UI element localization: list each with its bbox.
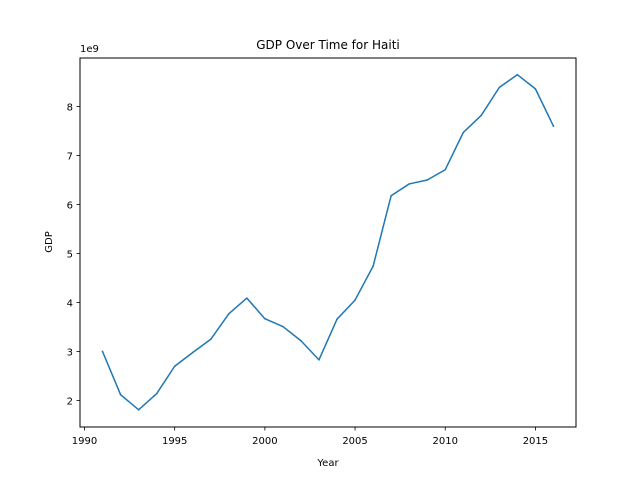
data-point: [173, 365, 176, 367]
plot-frame: [79, 57, 577, 428]
data-point: [318, 359, 320, 361]
data-point: [390, 194, 392, 197]
data-point: [426, 179, 428, 181]
plot-area: 1990 1995 2000 2005 2010 2015 2 3 4 5 6 7 8: [67, 73, 555, 447]
data-point: [210, 338, 212, 341]
y-offset-label: 1e9: [80, 44, 99, 55]
data-point: [552, 125, 555, 127]
y-tick-label: 8: [67, 103, 73, 114]
x-tick-label: 2000: [252, 436, 277, 447]
y-tick-label: 2: [67, 397, 73, 408]
x-axis-label: Year: [316, 458, 339, 469]
data-point: [228, 313, 230, 315]
data-point: [137, 409, 140, 411]
data-point: [498, 86, 501, 89]
x-tick-label: 2010: [433, 436, 458, 447]
data-point: [101, 350, 104, 353]
data-point: [372, 265, 374, 268]
data-point: [516, 73, 519, 76]
data-point: [408, 183, 410, 185]
data-point: [264, 317, 266, 320]
data-point: [119, 393, 122, 396]
y-tick-label: 6: [67, 201, 73, 212]
y-axis-label: GDP: [44, 231, 55, 252]
data-point: [354, 299, 356, 301]
data-point: [282, 325, 284, 328]
x-tick-label: 2015: [523, 436, 548, 447]
x-tick-label: 1990: [72, 436, 97, 447]
data-point: [336, 318, 338, 320]
x-tick-label: 1995: [162, 436, 187, 447]
y-tick-label: 5: [67, 250, 73, 261]
data-point: [534, 88, 537, 90]
data-point: [246, 297, 248, 299]
data-point: [300, 340, 302, 342]
y-tick-label: 3: [67, 348, 73, 359]
x-tick-label: 2005: [342, 436, 367, 447]
y-tick-label: 7: [67, 152, 73, 163]
chart-title: GDP Over Time for Haiti: [256, 38, 400, 52]
data-point: [191, 351, 194, 354]
data-point: [462, 131, 465, 134]
data-point: [480, 114, 483, 117]
data-point: [155, 392, 158, 395]
data-point: [444, 168, 446, 171]
series-line-0: [101, 73, 555, 411]
y-tick-label: 4: [67, 299, 73, 310]
